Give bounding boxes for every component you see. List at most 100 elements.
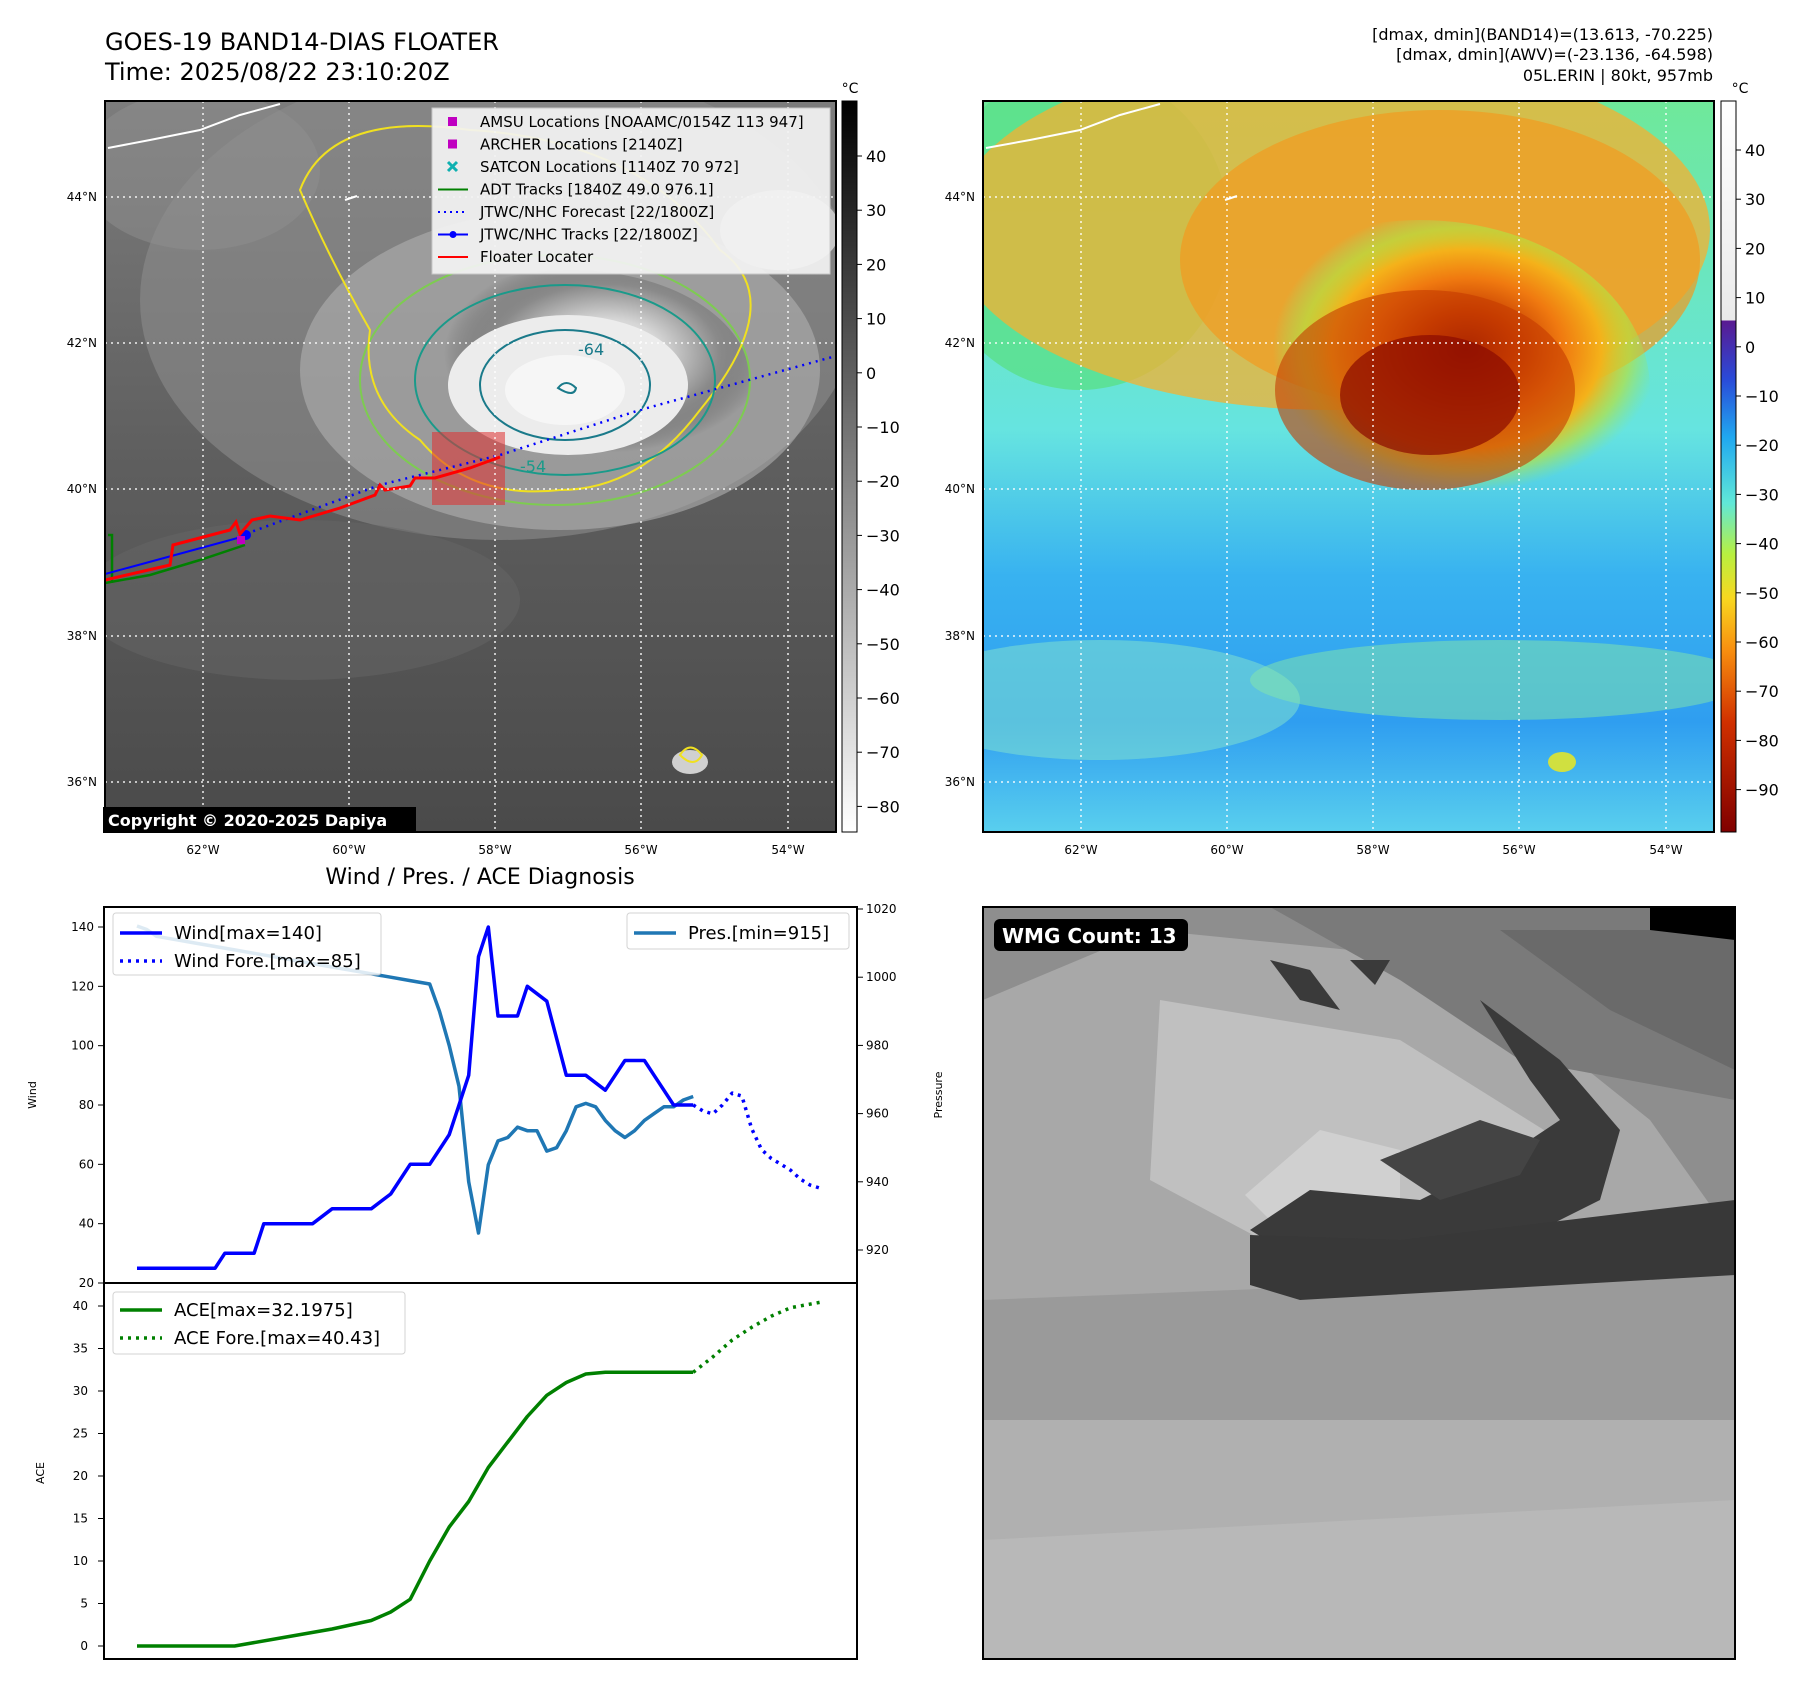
ir-lon-label: 60°W bbox=[332, 843, 365, 857]
wind-pressure-chart: 20 40 60 80 100 120 140 920 940 960 980 1000 1020 W… bbox=[26, 902, 945, 1290]
legend-label: JTWC/NHC Forecast [22/1800Z] bbox=[479, 203, 714, 221]
wv-lon-label: 60°W bbox=[1210, 843, 1243, 857]
pressure-ytick-label: 980 bbox=[866, 1038, 889, 1052]
legend-label: JTWC/NHC Tracks [22/1800Z] bbox=[479, 226, 698, 244]
storm-info: 05L.ERIN | 80kt, 957mb bbox=[1523, 66, 1713, 85]
ace-ytick-label: 10 bbox=[73, 1554, 88, 1568]
contour-label-inner: -64 bbox=[578, 340, 604, 359]
wv-lon-label: 58°W bbox=[1356, 843, 1389, 857]
colorbar-tick-label: −20 bbox=[1745, 436, 1779, 455]
legend-item: JTWC/NHC Forecast [22/1800Z] bbox=[438, 203, 714, 221]
wind-axis-label: Wind bbox=[26, 1081, 39, 1109]
legend-label: AMSU Locations [NOAAMC/0154Z 113 947] bbox=[480, 113, 804, 131]
ir-lon-label: 54°W bbox=[771, 843, 804, 857]
ir-lat-label: 36°N bbox=[67, 775, 97, 789]
wv-lat-label: 38°N bbox=[945, 629, 975, 643]
colorbar-tick-label: −10 bbox=[866, 418, 900, 437]
colorbar-tick-label: −50 bbox=[866, 635, 900, 654]
colorbar-tick-label: −80 bbox=[1745, 731, 1779, 750]
copyright-badge bbox=[103, 807, 416, 833]
figure-time: Time: 2025/08/22 23:10:20Z bbox=[104, 58, 450, 86]
colorbar-tick-label: 40 bbox=[1745, 141, 1765, 160]
wind-ytick-label: 140 bbox=[71, 920, 94, 934]
legend-label: ARCHER Locations [2140Z] bbox=[480, 136, 683, 154]
wv-lon-labels: 62°W 60°W 58°W 56°W 54°W bbox=[1064, 843, 1682, 857]
wind-fore-legend-label: Wind Fore.[max=85] bbox=[174, 951, 361, 972]
ace-ytick-label: 5 bbox=[80, 1597, 88, 1611]
figure-title: GOES-19 BAND14-DIAS FLOATER bbox=[105, 28, 499, 56]
legend-square-marker bbox=[448, 117, 457, 126]
legend-label: ADT Tracks [1840Z 49.0 976.1] bbox=[480, 181, 714, 199]
ace-forecast-line bbox=[692, 1300, 821, 1374]
legend-x-marker bbox=[446, 160, 459, 173]
ir-lon-label: 62°W bbox=[186, 843, 219, 857]
wv-lon-label: 54°W bbox=[1649, 843, 1682, 857]
wv-lat-label: 44°N bbox=[945, 190, 975, 204]
ace-ytick-label: 40 bbox=[73, 1299, 88, 1313]
colorbar-tick-label: 0 bbox=[866, 364, 876, 383]
colorbar-tick-label: −60 bbox=[866, 689, 900, 708]
wind-legend: Wind[max=140] Wind Fore.[max=85] bbox=[112, 912, 382, 976]
wind-ytick-label: 20 bbox=[79, 1276, 94, 1290]
ir-lat-label: 38°N bbox=[67, 629, 97, 643]
wv-lon-label: 62°W bbox=[1064, 843, 1097, 857]
ace-fore-legend-label: ACE Fore.[max=40.43] bbox=[174, 1328, 380, 1349]
diagnosis-title: Wind / Pres. / ACE Diagnosis bbox=[325, 865, 634, 890]
ir-lat-label: 42°N bbox=[67, 336, 97, 350]
wv-grid bbox=[983, 101, 1714, 832]
wind-line bbox=[137, 925, 694, 1270]
colorbar-tick-label: −60 bbox=[1745, 633, 1779, 652]
ace-axis-label: ACE bbox=[34, 1462, 47, 1484]
colorbar-tick-label: 40 bbox=[866, 147, 886, 166]
contour-label-outer: -54 bbox=[520, 457, 546, 476]
colorbar-tick-label: 30 bbox=[866, 201, 886, 220]
wv-lat-label: 40°N bbox=[945, 482, 975, 496]
ace-ytick-label: 0 bbox=[80, 1639, 88, 1653]
legend-item: Floater Locater bbox=[438, 248, 594, 266]
legend-label: Floater Locater bbox=[480, 248, 594, 266]
colorbar-tick-label: 10 bbox=[866, 310, 886, 329]
stats-awv: [dmax, dmin](AWV)=(-23.136, -64.598) bbox=[1396, 45, 1713, 64]
wind-ytick-label: 80 bbox=[79, 1098, 94, 1112]
wv-lat-label: 36°N bbox=[945, 775, 975, 789]
ir-lat-label: 40°N bbox=[67, 482, 97, 496]
ir-map: -64 -54 bbox=[67, 100, 837, 857]
ace-ytick-label: 20 bbox=[73, 1469, 88, 1483]
pressure-legend: Pres.[min=915] bbox=[626, 912, 850, 950]
colorbar-tick-label: 30 bbox=[1745, 190, 1765, 209]
wmg-badge bbox=[994, 919, 1188, 951]
colorbar-tick-label: −10 bbox=[1745, 387, 1779, 406]
colorbar-tick-label: −20 bbox=[866, 472, 900, 491]
ace-ytick-label: 25 bbox=[73, 1427, 88, 1441]
wv-map: 44°N 42°N 40°N 38°N 36°N 62°W 60°W 58°W … bbox=[945, 100, 1715, 857]
ir-colorbar-unit: °C bbox=[842, 81, 859, 97]
legend-item: ARCHER Locations [2140Z] bbox=[448, 136, 683, 154]
colorbar-tick-label: 20 bbox=[1745, 239, 1765, 258]
legend-label: SATCON Locations [1140Z 70 972] bbox=[480, 158, 739, 176]
wind-ytick-label: 40 bbox=[79, 1217, 94, 1231]
copyright-text: Copyright © 2020-2025 Dapiya bbox=[108, 811, 387, 830]
wv-lon-label: 56°W bbox=[1502, 843, 1535, 857]
colorbar-tick-label: −30 bbox=[1745, 485, 1779, 504]
legend-item: ADT Tracks [1840Z 49.0 976.1] bbox=[438, 181, 714, 199]
ir-legend: AMSU Locations [NOAAMC/0154Z 113 947] ARC… bbox=[431, 107, 831, 275]
ir-lon-label: 58°W bbox=[478, 843, 511, 857]
wind-forecast-line bbox=[692, 1091, 821, 1190]
ace-legend: ACE[max=32.1975] ACE Fore.[max=40.43] bbox=[112, 1291, 406, 1355]
legend-item: AMSU Locations [NOAAMC/0154Z 113 947] bbox=[448, 113, 804, 131]
legend-item: SATCON Locations [1140Z 70 972] bbox=[446, 158, 739, 176]
colorbar-tick-label: 10 bbox=[1745, 289, 1765, 308]
colorbar-tick-label: −70 bbox=[866, 743, 900, 762]
wv-colorbar-unit: °C bbox=[1732, 81, 1749, 97]
pressure-ytick-label: 1020 bbox=[866, 902, 897, 916]
ace-ytick-label: 35 bbox=[73, 1342, 88, 1356]
colorbar-tick-label: −40 bbox=[866, 581, 900, 600]
wv-lat-label: 42°N bbox=[945, 336, 975, 350]
ace-ytick-label: 15 bbox=[73, 1512, 88, 1526]
colorbar-tick-label: 0 bbox=[1745, 338, 1755, 357]
colorbar-tick-label: −90 bbox=[1745, 781, 1779, 800]
colorbar-tick-label: −40 bbox=[1745, 535, 1779, 554]
ir-colorbar: °C 40 30 20 10 0 −10 −20 −30 −40 −50 −60 −70 −80 bbox=[841, 81, 900, 833]
ir-lat-labels: 44°N 42°N 40°N 38°N 36°N bbox=[67, 190, 97, 789]
wv-lat-labels: 44°N 42°N 40°N 38°N 36°N bbox=[945, 190, 975, 789]
